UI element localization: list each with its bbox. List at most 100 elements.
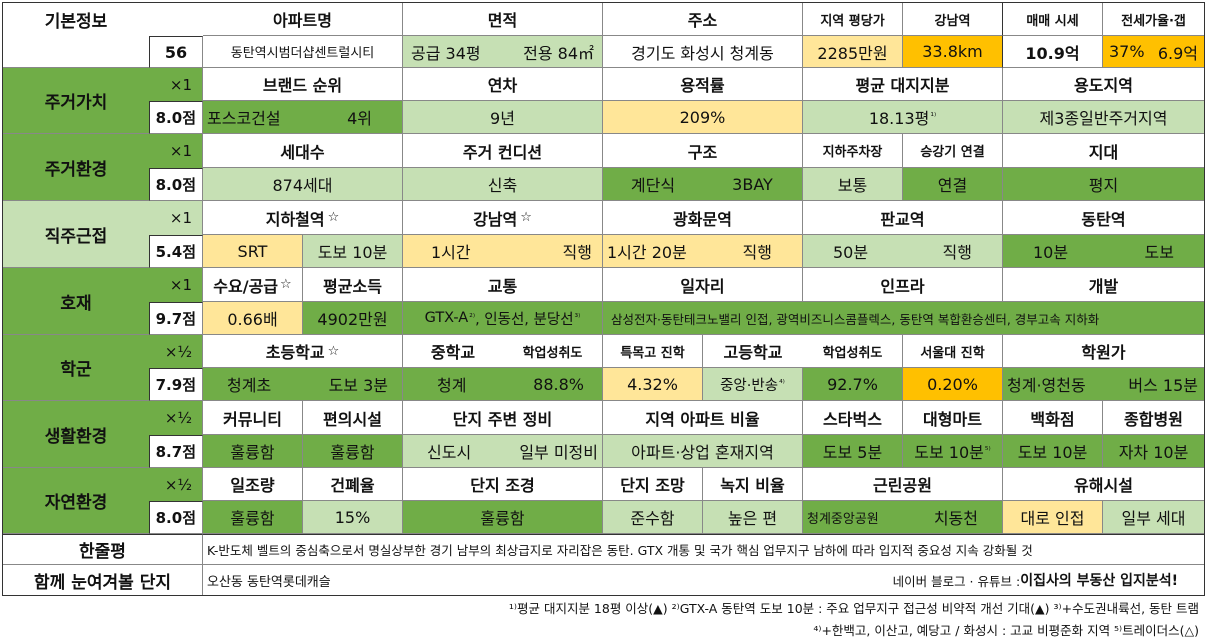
header-structure: 구조 xyxy=(603,134,803,168)
dongtan-commute: 10분 도보 xyxy=(1003,235,1204,268)
middle-rate: 88.8% xyxy=(533,374,584,394)
brand-rank-value: 포스코건설 4위 xyxy=(203,101,403,134)
coverage-value: 15% xyxy=(303,501,403,534)
pangyo-time: 50분 xyxy=(833,243,869,262)
header-apt-ratio: 지역 아파트 비율 xyxy=(603,401,803,435)
jobs-infra-dev-value: 삼성전자·동탄테크노밸리 인접, 광역비즈니스콤플렉스, 동탄역 복합환승센터,… xyxy=(603,302,1204,335)
header-department-store: 백화점 xyxy=(1003,401,1103,435)
area-value: 공급 34평 전용 84㎡ xyxy=(403,36,603,68)
apartment-analysis-sheet: 기본정보 56 아파트명 면적 주소 지역 평당가 강남역 매매 시세 전세가율… xyxy=(2,2,1205,596)
subway-walk: 도보 10분 xyxy=(303,235,403,268)
high-footnote-mark: ⁴⁾ xyxy=(779,379,785,389)
nature-label: 자연환경 xyxy=(3,468,149,534)
sale-price-value: 10.9억 xyxy=(1003,36,1103,68)
academy-name: 청계·영천동 xyxy=(1007,376,1086,395)
park-name-2: 치동천 xyxy=(933,509,978,528)
jeonse-gap-value: 37% 6.9억 xyxy=(1103,36,1204,68)
snu-value: 0.20% xyxy=(903,368,1003,401)
supply-demand-value: 0.66배 xyxy=(203,302,303,335)
land-share-footnote-mark: ¹⁾ xyxy=(930,112,937,122)
condition-value: 신축 xyxy=(403,168,603,201)
traffic-lines: , 인동선, 분당선 xyxy=(475,311,574,328)
development-score: 9.7점 xyxy=(149,302,203,335)
living-score: 8.7점 xyxy=(149,435,203,468)
header-gangnam-label: 강남역 xyxy=(473,209,518,229)
summary-text: K-반도체 벨트의 중심축으로서 명실상부한 경기 남부의 최상급지로 자리잡은… xyxy=(203,534,1204,565)
header-academy: 학원가 xyxy=(1003,335,1204,368)
park-name-1: 청계중앙공원 xyxy=(807,511,879,527)
development-multiplier: ×1 xyxy=(149,268,203,302)
commute-label: 직주근접 xyxy=(3,201,149,268)
header-supply-demand: 수요/공급 ☆ xyxy=(203,268,303,302)
gangnam-time: 1시간 xyxy=(431,243,471,262)
header-zone: 용도지역 xyxy=(1003,68,1204,101)
header-households: 세대수 xyxy=(203,134,403,168)
summary-label: 한줄평 xyxy=(3,534,203,565)
community-value: 훌륭함 xyxy=(203,435,303,468)
hazard-value-1: 대로 인접 xyxy=(1003,501,1103,534)
header-hospital: 종합병원 xyxy=(1103,401,1204,435)
subway-name: SRT xyxy=(203,235,303,268)
high-rate-value: 92.7% xyxy=(803,368,903,401)
sunlight-value: 훌륭함 xyxy=(203,501,303,534)
basic-info-label: 기본정보 xyxy=(3,3,149,36)
gwanghwamun-commute: 1시간 20분 직행 xyxy=(603,235,803,268)
elementary-walk: 도보 3분 xyxy=(328,376,388,395)
starbucks-value: 도보 5분 xyxy=(803,435,903,468)
commute-multiplier: ×1 xyxy=(149,201,203,235)
hazard-value-2: 일부 세대 xyxy=(1103,501,1204,534)
header-address: 주소 xyxy=(603,3,803,36)
far-value: 209% xyxy=(603,101,803,134)
header-elementary: 초등학교 ☆ xyxy=(203,335,403,368)
housing-env-multiplier: ×1 xyxy=(149,134,203,168)
source-credit: 네이버 블로그 · 유튜브 : 이집사의 부동산 입지분석! xyxy=(803,565,1204,595)
header-park: 근린공원 xyxy=(803,468,1003,501)
dongtan-mode: 도보 xyxy=(1144,243,1174,262)
academy-time: 버스 15분 xyxy=(1128,376,1198,395)
high-value: 중앙·반송 ⁴⁾ xyxy=(703,368,803,401)
star-icon: ☆ xyxy=(327,343,340,359)
star-icon: ☆ xyxy=(280,277,292,292)
header-parking: 지하주차장 xyxy=(803,134,903,168)
rank-number: 56 xyxy=(149,36,203,68)
footnote-line-1: ¹⁾평균 대지지분 18평 이상(▲) ²⁾GTX-A 동탄역 도보 10분 :… xyxy=(508,601,1199,616)
gangnam-mode: 직행 xyxy=(562,243,592,262)
header-high: 고등학교 xyxy=(703,335,803,368)
middle-name: 청계 xyxy=(437,376,467,395)
header-surroundings: 단지 주변 정비 xyxy=(403,401,603,435)
zone-value: 제3종일반주거지역 xyxy=(1003,101,1204,134)
apt-name: 동탄역시범더샵센트럴시티 xyxy=(203,36,403,68)
header-landscape: 단지 조경 xyxy=(403,468,603,501)
apt-ratio-value: 아파트·상업 혼재지역 xyxy=(603,435,803,468)
parking-value: 보통 xyxy=(803,168,903,201)
elementary-name: 청계초 xyxy=(227,376,272,395)
gap-amount: 6.9억 xyxy=(1157,43,1198,63)
gwanghwamun-mode: 직행 xyxy=(742,243,772,262)
header-snu: 서울대 진학 xyxy=(903,335,1003,368)
header-community: 커뮤니티 xyxy=(203,401,303,435)
header-income: 평균소득 xyxy=(303,268,403,302)
header-coverage: 건폐율 xyxy=(303,468,403,501)
header-green-ratio: 녹지 비율 xyxy=(703,468,803,501)
traffic-footnote-mark-2: ²⁾ xyxy=(469,313,476,323)
basic-info-label-spacer xyxy=(3,36,149,68)
header-apt-name: 아파트명 xyxy=(203,3,403,36)
nature-score: 8.0점 xyxy=(149,501,203,534)
header-area: 면적 xyxy=(403,3,603,36)
header-condition: 주거 컨디션 xyxy=(403,134,603,168)
header-hazard: 유해시설 xyxy=(1003,468,1204,501)
header-middle: 중학교 xyxy=(403,335,503,368)
surroundings-type: 신도시 xyxy=(427,443,472,462)
elementary-value: 청계초 도보 3분 xyxy=(203,368,403,401)
age-value: 9년 xyxy=(403,101,603,134)
header-jobs: 일자리 xyxy=(603,268,803,302)
header-subway: 지하철역 ☆ xyxy=(203,201,403,235)
header-jeonse-gap: 전세가율·갭 xyxy=(1103,3,1204,36)
header-dev: 개발 xyxy=(1003,268,1204,302)
area-supply: 공급 34평 xyxy=(411,43,481,63)
gangnam-commute: 1시간 직행 xyxy=(403,235,603,268)
park-value: 청계중앙공원 치동천 xyxy=(803,501,1003,534)
header-region-price: 지역 평당가 xyxy=(803,3,903,36)
mart-value: 도보 10분 ⁵⁾ xyxy=(903,435,1003,468)
landscape-value: 훌륭함 xyxy=(403,501,603,534)
